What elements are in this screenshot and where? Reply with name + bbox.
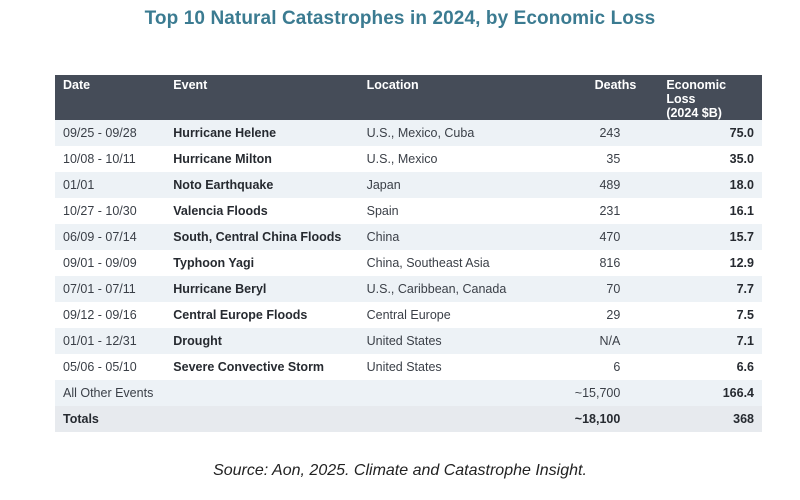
cell-date: 01/01 - 12/31 [63,334,137,348]
cell-date: 10/27 - 10/30 [63,204,137,218]
totals-label: Totals [63,412,99,426]
totals-loss: 368 [733,412,754,426]
header-date: Date [63,78,91,92]
cell-economic-loss: 12.9 [729,256,754,270]
cell-location: U.S., Mexico [366,152,438,166]
header-economic-loss-line2: (2024 $B) [666,106,722,120]
cell-date: 09/01 - 09/09 [63,256,137,270]
cell-deaths: 6 [613,360,621,374]
table-row: 09/12 - 09/16 Central Europe Floods Centra… [55,302,762,328]
cell-deaths: 70 [606,282,621,296]
cell-deaths: 470 [599,230,621,244]
cell-deaths: N/A [599,334,621,348]
cell-date: 07/01 - 07/11 [63,282,136,296]
cell-location: U.S., Mexico, Cuba [366,126,475,140]
cell-economic-loss: 7.5 [736,308,754,322]
cell-deaths: 231 [599,204,621,218]
cell-location: Central Europe [366,308,451,322]
table-row: 06/09 - 07/14 South, Central China Floods… [55,224,762,250]
table-row: 07/01 - 07/11 Hurricane Beryl U.S., Caribb… [55,276,762,302]
page-title: Top 10 Natural Catastrophes in 2024, by … [144,8,656,29]
totals-row: Totals ~18,100 368 [55,406,762,432]
table-row: 05/06 - 05/10 Severe Convective Storm Unit… [55,354,762,380]
cell-economic-loss: 6.6 [736,360,754,374]
catastrophe-table-container: Date Event Location Deaths Economic Loss… [55,75,762,432]
cell-date: 09/12 - 09/16 [63,308,137,322]
cell-deaths: 29 [606,308,621,322]
cell-event: Central Europe Floods [173,308,308,322]
cell-date: 09/25 - 09/28 [63,126,137,140]
cell-deaths: 816 [599,256,621,270]
cell-date: 05/06 - 05/10 [63,360,137,374]
header-economic-loss-line1: Economic Loss [666,78,727,106]
cell-economic-loss: 7.1 [736,334,754,348]
cell-event: Severe Convective Storm [173,360,325,374]
other-events-row: All Other Events ~15,700 166.4 [55,380,762,406]
cell-date: 06/09 - 07/14 [63,230,137,244]
cell-economic-loss: 7.7 [736,282,754,296]
cell-event: Noto Earthquake [173,178,274,192]
header-row: Date Event Location Deaths Economic Loss… [55,75,762,120]
table-body: 09/25 - 09/28 Hurricane Helene U.S., Mexic… [55,120,762,432]
header-event: Event [173,78,208,92]
cell-location: Japan [366,178,401,192]
table-row: 09/25 - 09/28 Hurricane Helene U.S., Mexic… [55,120,762,146]
cell-event: Hurricane Milton [173,152,272,166]
table-row: 10/08 - 10/11 Hurricane Milton U.S., Mexic… [55,146,762,172]
other-events-loss: 166.4 [722,386,754,400]
cell-economic-loss: 75.0 [729,126,754,140]
table-row: 09/01 - 09/09 Typhoon Yagi China, Southeas… [55,250,762,276]
cell-location: U.S., Caribbean, Canada [366,282,507,296]
cell-event: Hurricane Beryl [173,282,267,296]
header-economic-loss: Economic Loss (2024 $B) [644,75,762,120]
cell-economic-loss: 16.1 [729,204,754,218]
other-events-label: All Other Events [63,386,154,400]
other-events-deaths: ~15,700 [574,386,621,400]
cell-deaths: 489 [599,178,621,192]
cell-event: Drought [173,334,222,348]
cell-event: Valencia Floods [173,204,268,218]
catastrophe-table: Date Event Location Deaths Economic Loss… [55,75,762,432]
table-row: 10/27 - 10/30 Valencia Floods Spain 231 16.1 [55,198,762,224]
source-caption: Source: Aon, 2025. Climate and Catastrop… [213,462,587,479]
table-row: 01/01 - 12/31 Drought United States N/A 7.1 [55,328,762,354]
table-header: Date Event Location Deaths Economic Loss… [55,75,762,120]
cell-location: China, Southeast Asia [366,256,490,270]
cell-location: United States [366,360,442,374]
cell-deaths: 35 [606,152,621,166]
cell-date: 10/08 - 10/11 [63,152,136,166]
table-row: 01/01 Noto Earthquake Japan 489 18.0 [55,172,762,198]
cell-economic-loss: 15.7 [729,230,754,244]
cell-location: United States [366,334,442,348]
cell-date: 01/01 [63,178,95,192]
totals-deaths: ~18,100 [574,412,621,426]
header-deaths: Deaths [594,78,637,92]
cell-location: Spain [366,204,399,218]
cell-event: South, Central China Floods [173,230,342,244]
cell-event: Typhoon Yagi [173,256,255,270]
cell-economic-loss: 35.0 [729,152,754,166]
cell-event: Hurricane Helene [173,126,277,140]
header-location: Location [366,78,419,92]
cell-economic-loss: 18.0 [729,178,754,192]
cell-deaths: 243 [599,126,621,140]
cell-location: China [366,230,400,244]
